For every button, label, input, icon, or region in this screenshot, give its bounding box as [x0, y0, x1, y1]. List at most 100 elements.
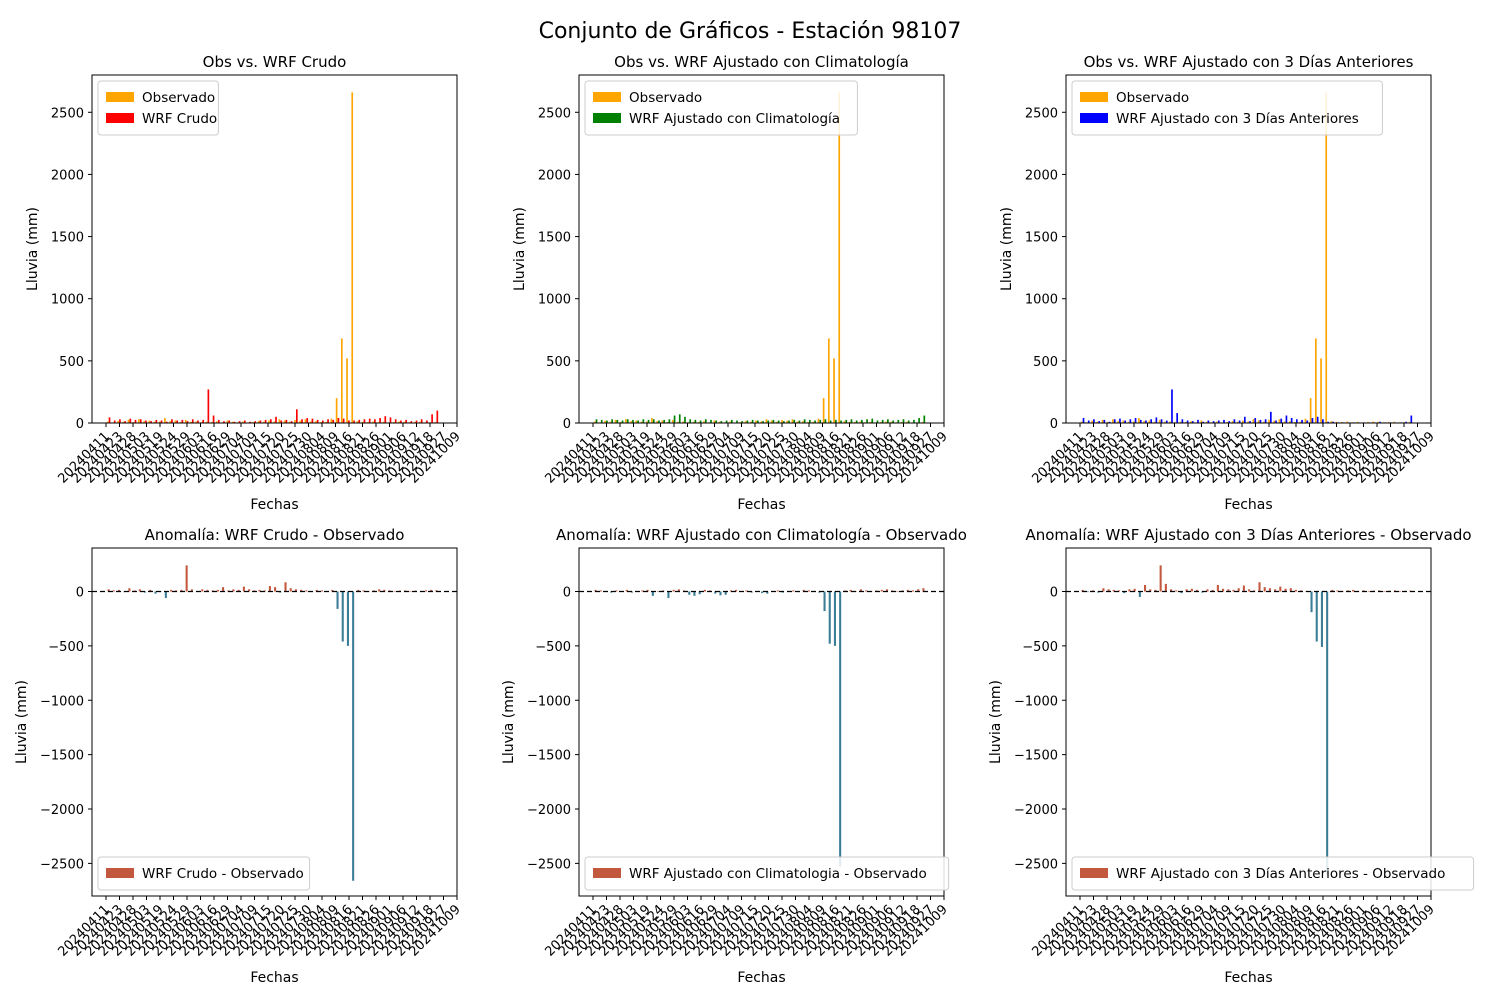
bar: [1379, 421, 1381, 423]
y-tick-label: −2000: [40, 803, 84, 818]
bar: [1257, 420, 1260, 423]
bar: [850, 419, 853, 423]
y-tick-label: −2500: [40, 857, 84, 872]
bar: [1081, 589, 1084, 592]
bar: [1129, 419, 1132, 423]
y-tick-label: −2000: [1014, 803, 1058, 818]
axes-frame: [91, 74, 458, 424]
bar: [630, 421, 632, 423]
bar: [1326, 591, 1329, 875]
bar: [426, 420, 428, 423]
bar: [1102, 588, 1105, 592]
y-tick-label: 2500: [538, 106, 571, 121]
bar: [248, 589, 251, 592]
bar: [405, 419, 407, 423]
bar: [362, 590, 365, 592]
bar: [766, 591, 769, 594]
bar: [232, 589, 235, 592]
bar: [1258, 582, 1261, 592]
chart-title: Obs vs. WRF Crudo: [203, 53, 347, 71]
bar: [911, 590, 915, 592]
bar: [641, 590, 644, 592]
bar: [1280, 418, 1283, 423]
bar: [1372, 421, 1374, 423]
bar: [180, 589, 183, 592]
bar: [719, 591, 722, 596]
bar: [174, 420, 177, 423]
y-tick-label: 0: [563, 417, 571, 432]
chart-title: Anomalía: WRF Crudo - Observado: [145, 526, 405, 544]
bar: [1288, 421, 1291, 423]
bar: [604, 420, 606, 423]
bar: [305, 590, 308, 592]
y-tick-label: −1500: [527, 749, 571, 764]
bar: [1233, 419, 1236, 423]
bar: [869, 421, 872, 423]
bar: [342, 418, 345, 423]
bar: [1268, 588, 1271, 592]
bar: [848, 421, 851, 423]
bar: [122, 421, 125, 423]
bar: [1108, 421, 1111, 423]
bar: [242, 586, 245, 592]
bar: [212, 415, 215, 423]
bar: [812, 421, 815, 423]
axes-frame: [578, 547, 945, 897]
bar: [1222, 588, 1225, 592]
bar: [657, 590, 660, 592]
bar: [890, 421, 893, 423]
bar: [1200, 420, 1203, 423]
bar: [606, 420, 608, 423]
bar: [1393, 421, 1395, 423]
axes-frame: [91, 547, 458, 897]
bar: [1322, 419, 1324, 423]
bar: [923, 415, 926, 423]
legend-label: WRF Ajustado con 3 Días Anteriores: [1116, 111, 1359, 127]
bar: [770, 420, 773, 423]
bar: [269, 419, 272, 423]
bar: [651, 591, 654, 596]
bar: [1285, 415, 1288, 423]
bar: [331, 589, 334, 592]
bar: [843, 421, 846, 423]
bar: [372, 421, 374, 423]
bar: [656, 421, 658, 423]
bar: [1270, 411, 1272, 423]
legend-swatch: [106, 92, 134, 102]
bar: [1243, 416, 1246, 423]
bar: [351, 92, 354, 424]
y-tick-label: 0: [563, 586, 571, 601]
legend: Observado WRF Ajustado con 3 Días Anterio…: [1071, 80, 1383, 136]
legend-label: Observado: [142, 90, 215, 106]
bar: [776, 590, 779, 592]
bar: [335, 398, 338, 423]
y-tick-label: −500: [535, 640, 571, 655]
bar: [296, 409, 298, 423]
bar: [651, 418, 653, 423]
bar: [164, 591, 167, 599]
y-tick-label: 1000: [538, 293, 571, 308]
bar: [913, 419, 915, 423]
bar: [273, 421, 276, 423]
bar: [1175, 590, 1178, 592]
bar: [609, 421, 612, 423]
axes-frame: [1065, 74, 1432, 424]
bar: [907, 420, 910, 423]
bar: [127, 419, 130, 423]
bar: [368, 418, 371, 423]
bar: [216, 421, 218, 423]
legend-swatch: [1080, 868, 1108, 878]
bar: [1249, 421, 1251, 423]
bar: [859, 589, 862, 592]
bar: [840, 420, 842, 423]
bar: [268, 586, 271, 592]
bar: [1315, 591, 1318, 642]
legend-box: [97, 856, 311, 891]
bar: [798, 420, 801, 423]
bar: [124, 421, 126, 423]
bar: [745, 590, 748, 592]
axes-frame: [1065, 547, 1432, 897]
bar: [1196, 589, 1199, 592]
bar: [1335, 421, 1338, 423]
bar: [1119, 418, 1121, 423]
